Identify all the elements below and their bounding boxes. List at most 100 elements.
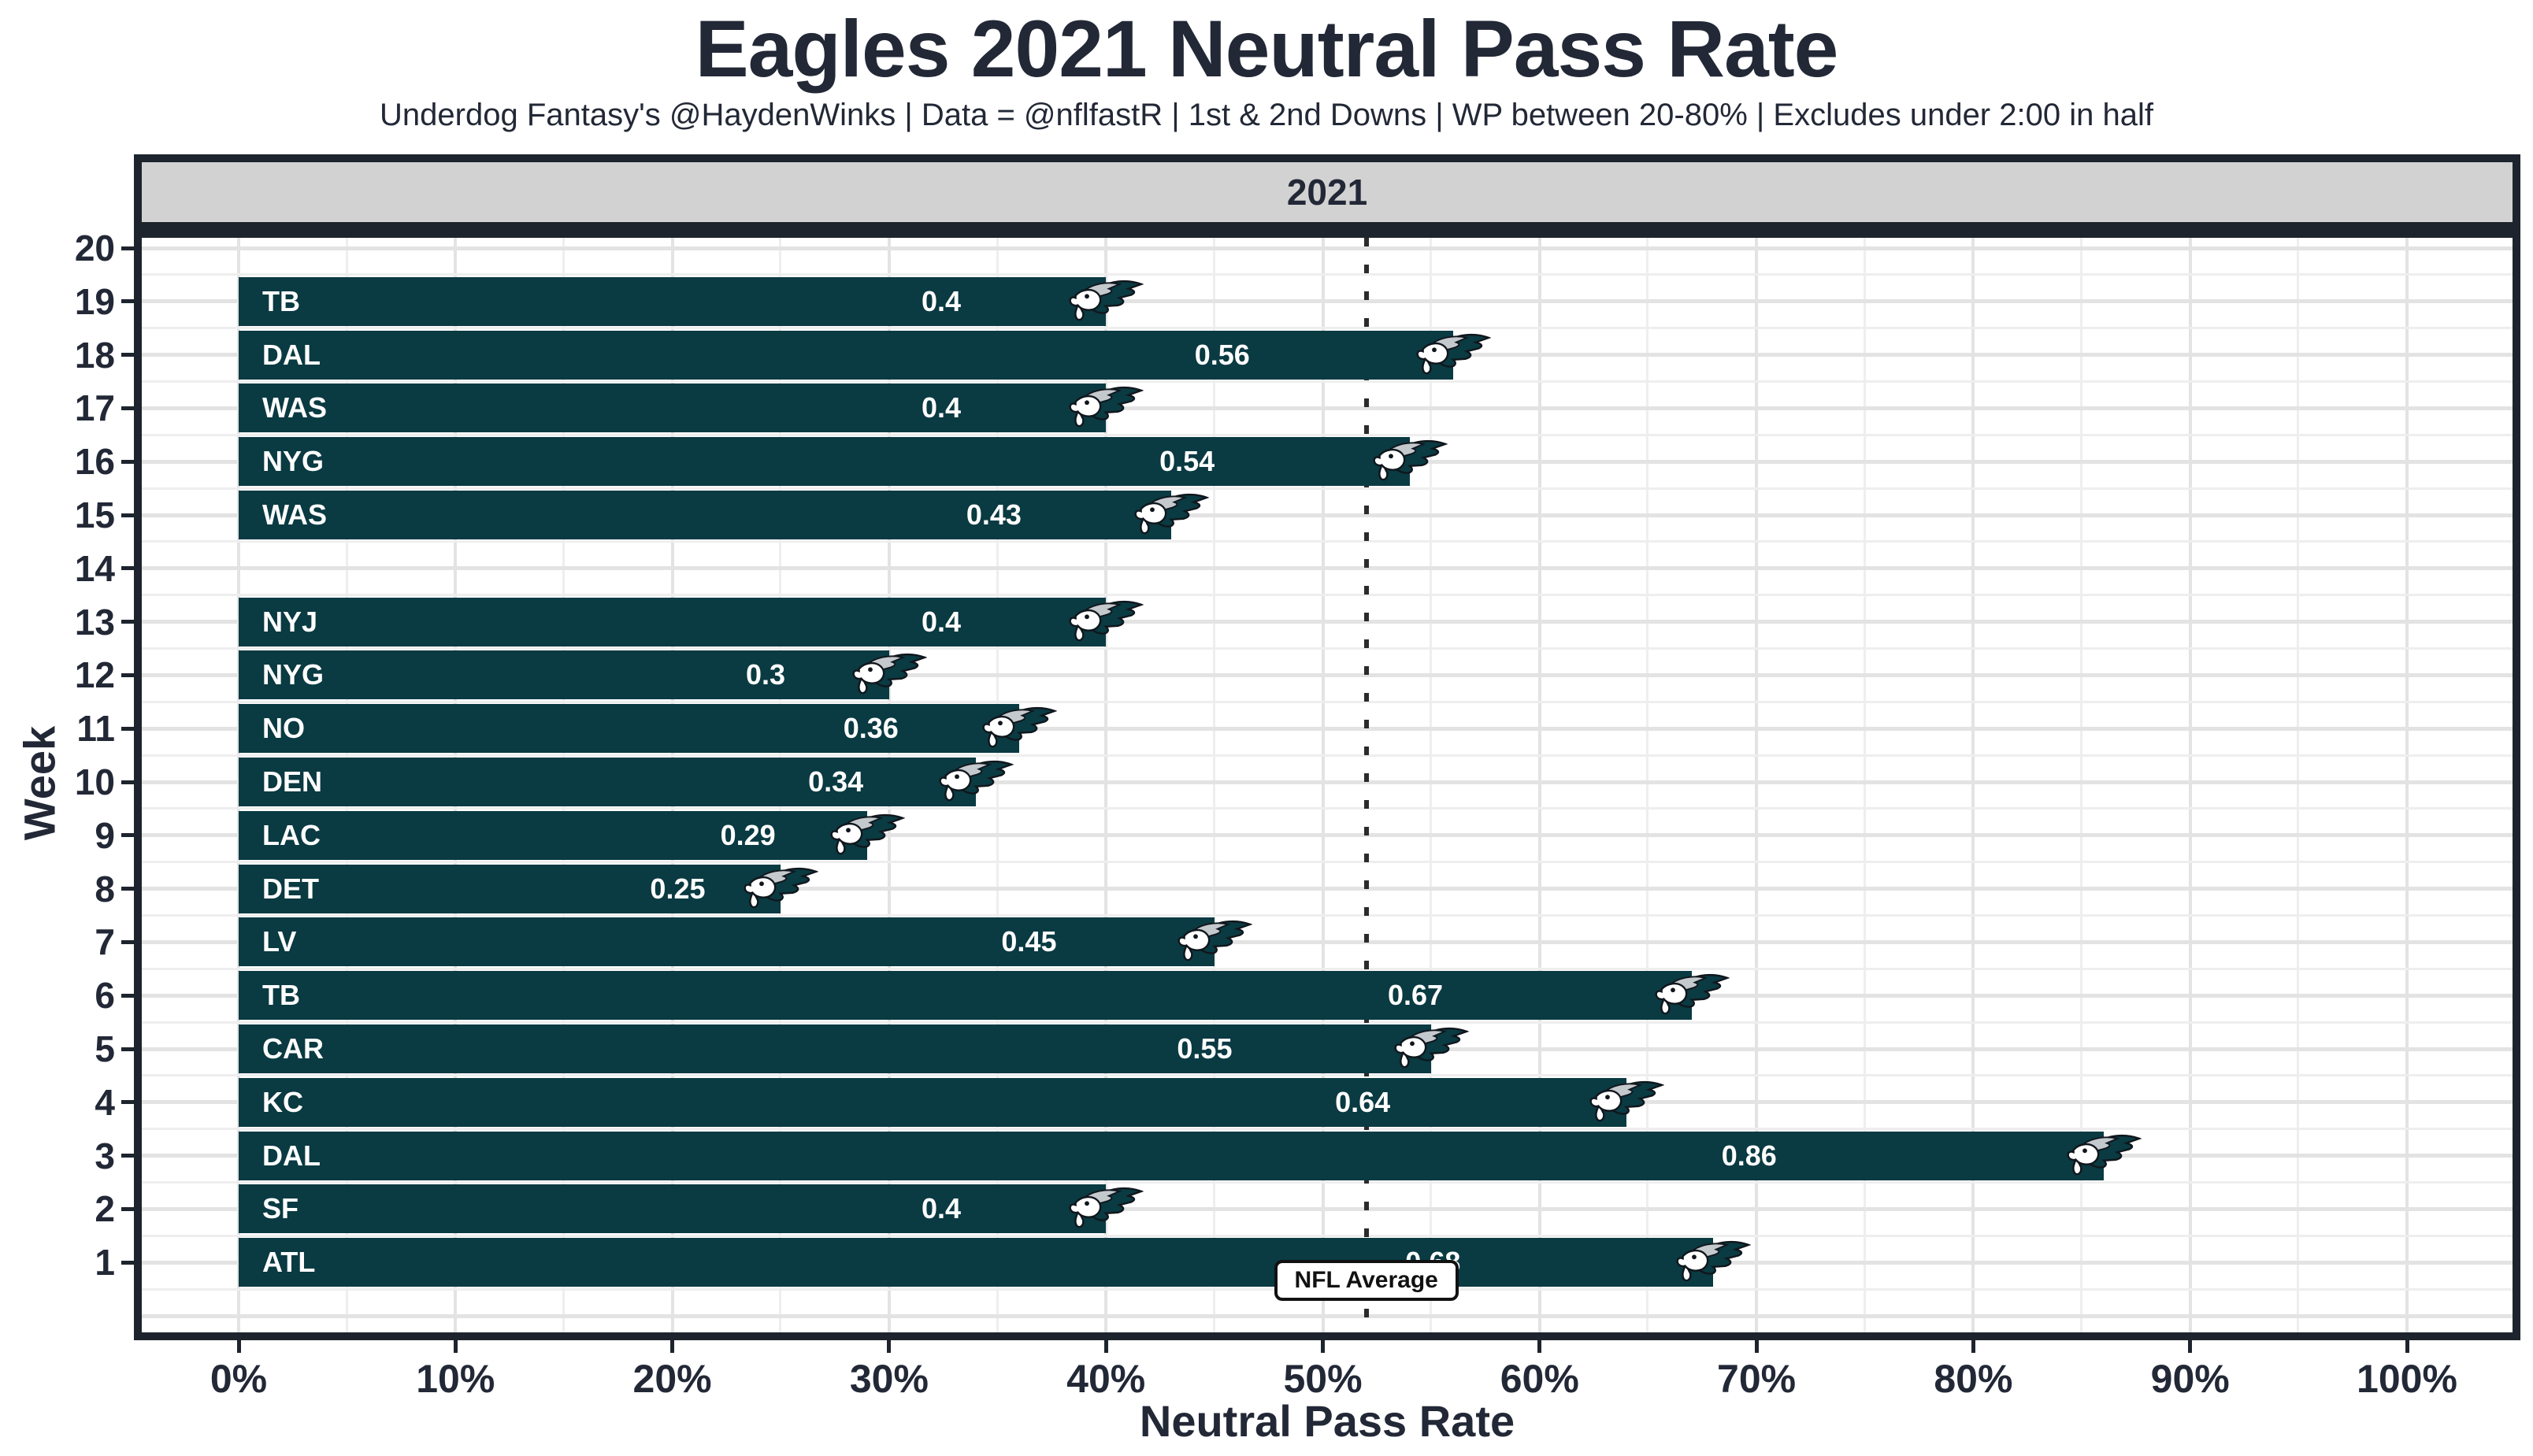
x-tick-mark	[1321, 1340, 1325, 1353]
y-tick-label: 16	[74, 441, 115, 483]
y-tick-label: 5	[95, 1028, 115, 1069]
y-tick-mark	[121, 833, 134, 838]
gridline-vertical-minor	[1430, 238, 1433, 1332]
pass-rate-bar	[239, 917, 1215, 967]
gridline-horizontal-major	[142, 672, 2513, 677]
gridline-horizontal-major	[142, 939, 2513, 944]
y-tick-mark	[121, 993, 134, 998]
pass-rate-bar	[239, 971, 1692, 1021]
opponent-label: DEN	[262, 765, 323, 798]
pass-rate-bar	[239, 810, 868, 860]
gridline-horizontal-minor	[142, 967, 2513, 970]
opponent-label: NO	[262, 712, 305, 745]
x-tick-label: 100%	[2357, 1357, 2457, 1401]
gridline-horizontal-minor	[142, 273, 2513, 276]
opponent-label: NYG	[262, 445, 325, 478]
y-tick-label: 20	[74, 228, 115, 269]
plot-area: TB 0.4 DAL 0.56 WAS 0.4	[142, 238, 2513, 1332]
pass-rate-bar	[239, 437, 1410, 487]
pass-rate-bar	[239, 491, 1171, 539]
x-tick-mark	[453, 1340, 458, 1353]
y-tick-mark	[121, 299, 134, 304]
opponent-label: LV	[262, 925, 297, 958]
eagles-logo-icon	[1373, 440, 1448, 481]
x-tick-label: 70%	[1717, 1357, 1797, 1401]
gridline-vertical-minor	[2297, 238, 2300, 1332]
opponent-label: LAC	[262, 818, 321, 851]
y-tick-label: 2	[95, 1188, 115, 1230]
pass-rate-bar	[239, 1024, 1432, 1073]
x-tick-mark	[1754, 1340, 1759, 1353]
eagles-logo-icon	[1069, 280, 1144, 321]
gridline-horizontal-minor	[142, 1181, 2513, 1184]
opponent-label: WAS	[262, 391, 328, 424]
opponent-label: TB	[262, 979, 300, 1012]
gridline-vertical-major	[2405, 238, 2409, 1332]
value-label: 0.4	[921, 284, 961, 317]
pass-rate-bar	[239, 864, 781, 913]
x-tick-mark	[1103, 1340, 1108, 1353]
gridline-horizontal-minor	[142, 1234, 2513, 1237]
pass-rate-bar	[239, 383, 1107, 433]
eagles-logo-icon	[1069, 1187, 1144, 1228]
y-tick-mark	[121, 566, 134, 571]
y-tick-mark	[121, 1260, 134, 1265]
facet-label: 2021	[1286, 172, 1368, 213]
pass-rate-bar	[239, 704, 1020, 754]
gridline-horizontal-major	[142, 1313, 2513, 1318]
pass-rate-bar	[239, 650, 889, 700]
facet-strip: 2021	[134, 154, 2520, 230]
y-tick-mark	[121, 513, 134, 517]
gridline-horizontal-minor	[142, 700, 2513, 703]
gridline-horizontal-major	[142, 513, 2513, 517]
value-label: 0.45	[1001, 925, 1057, 958]
y-tick-label: 4	[95, 1081, 115, 1123]
y-tick-mark	[121, 620, 134, 624]
y-tick-mark	[121, 246, 134, 250]
value-label: 0.25	[650, 872, 706, 905]
value-label: 0.86	[1721, 1139, 1777, 1172]
gridline-vertical-minor	[2080, 238, 2083, 1332]
gridline-vertical-major	[2188, 238, 2192, 1332]
gridline-horizontal-minor	[142, 594, 2513, 597]
gridline-horizontal-minor	[142, 1021, 2513, 1024]
opponent-label: ATL	[262, 1246, 316, 1279]
y-tick-mark	[121, 406, 134, 410]
y-tick-label: 18	[74, 334, 115, 376]
gridline-horizontal-major	[142, 299, 2513, 304]
eagles-logo-icon	[852, 654, 927, 695]
y-tick-mark	[121, 672, 134, 677]
pass-rate-bar	[239, 758, 977, 806]
y-tick-label: 9	[95, 814, 115, 856]
opponent-label: SF	[262, 1192, 299, 1225]
gridline-horizontal-major	[142, 1206, 2513, 1211]
opponent-label: WAS	[262, 498, 328, 531]
gridline-horizontal-minor	[142, 807, 2513, 810]
y-tick-label: 8	[95, 868, 115, 910]
pass-rate-bar	[239, 597, 1107, 646]
y-tick-label: 13	[74, 601, 115, 643]
x-tick-label: 40%	[1066, 1357, 1146, 1401]
gridline-horizontal-minor	[142, 1128, 2513, 1131]
pass-rate-bar	[239, 1131, 2104, 1180]
gridline-horizontal-minor	[142, 861, 2513, 864]
value-label: 0.36	[843, 712, 899, 745]
gridline-vertical-major	[1755, 238, 1759, 1332]
y-tick-mark	[121, 887, 134, 891]
gridline-horizontal-minor	[142, 540, 2513, 543]
eagles-logo-icon	[1394, 1027, 1470, 1069]
gridline-horizontal-major	[142, 780, 2513, 784]
chart-title: Eagles 2021 Neutral Pass Rate	[695, 4, 1839, 94]
x-axis-title: Neutral Pass Rate	[1139, 1396, 1515, 1446]
y-tick-mark	[121, 939, 134, 944]
chart-subtitle: Underdog Fantasy's @HaydenWinks | Data =…	[380, 98, 2153, 132]
value-label: 0.4	[921, 391, 961, 424]
value-label: 0.54	[1159, 445, 1215, 478]
x-tick-mark	[1537, 1340, 1542, 1353]
gridline-horizontal-minor	[142, 487, 2513, 490]
opponent-label: NYJ	[262, 605, 318, 638]
opponent-label: KC	[262, 1085, 303, 1118]
gridline-horizontal-minor	[142, 1074, 2513, 1077]
y-tick-mark	[121, 353, 134, 358]
